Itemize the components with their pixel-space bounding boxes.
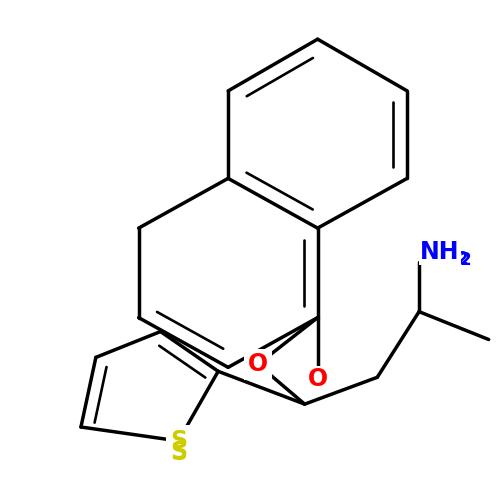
Text: O: O — [308, 368, 328, 392]
Text: NH: NH — [419, 240, 459, 264]
Text: O: O — [248, 352, 268, 376]
Text: NH: NH — [420, 240, 460, 264]
Text: O: O — [248, 352, 268, 376]
Text: S: S — [170, 429, 187, 453]
Text: S: S — [170, 440, 187, 464]
Text: 2: 2 — [460, 251, 471, 269]
Text: S: S — [170, 442, 187, 466]
Text: 2: 2 — [456, 250, 468, 268]
